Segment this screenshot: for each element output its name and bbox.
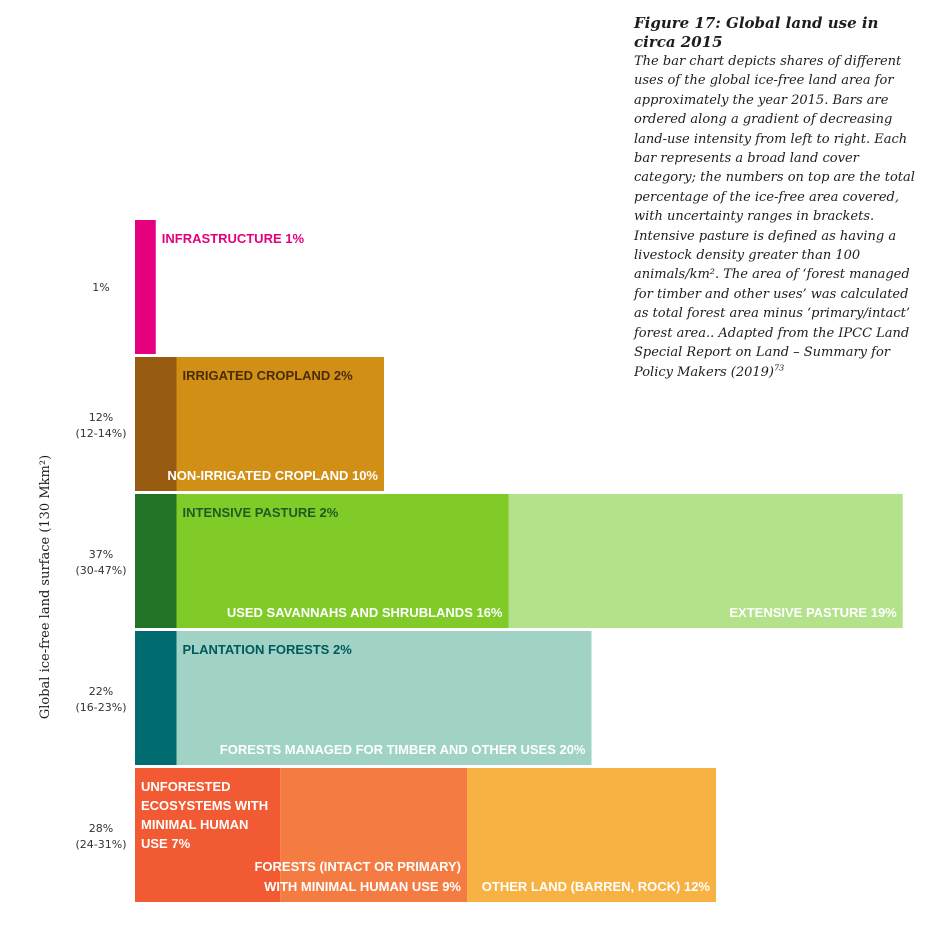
bar-segment xyxy=(135,631,177,765)
segment-label: UNFORESTED ECOSYSTEMS WITH MINIMAL HUMAN US… xyxy=(141,779,268,851)
row-total-label: 28% xyxy=(89,822,113,835)
bar-segment xyxy=(135,357,177,491)
caption-body: The bar chart depicts shares of differen… xyxy=(634,52,924,382)
segment-label: OTHER LAND (BARREN, ROCK) 12% xyxy=(482,879,711,894)
row-total-label: 12% xyxy=(89,411,113,424)
bar-segment xyxy=(176,357,384,491)
y-axis-title: Global ice-free land surface (130 Mkm²) xyxy=(38,455,53,719)
segment-label: NON-IRRIGATED CROPLAND 10% xyxy=(167,468,378,483)
caption-title: Figure 17: Global land use in circa 2015 xyxy=(634,14,879,51)
row-total-label: 22% xyxy=(89,685,113,698)
segment-label: IRRIGATED CROPLAND 2% xyxy=(183,368,354,383)
row-range-label: (30-47%) xyxy=(76,564,127,577)
segment-label: INFRASTRUCTURE 1% xyxy=(162,231,305,246)
segment-label: EXTENSIVE PASTURE 19% xyxy=(729,605,897,620)
segment-label: FORESTS MANAGED FOR TIMBER AND OTHER USE… xyxy=(220,742,586,757)
row-total-label: 37% xyxy=(89,548,113,561)
caption-text: The bar chart depicts shares of differen… xyxy=(634,54,915,380)
bar-segment xyxy=(467,768,716,902)
bar-segment xyxy=(135,768,281,902)
segment-label: INTENSIVE PASTURE 2% xyxy=(183,505,339,520)
caption-footnote: 73 xyxy=(774,363,785,373)
figure-caption: Figure 17: Global land use in circa 2015… xyxy=(634,14,924,382)
bar-segment xyxy=(135,494,177,628)
row-range-label: (12-14%) xyxy=(76,427,127,440)
bars-group: 1% INFRASTRUCTURE 1% 12% (12-14%) IRRIGATED … xyxy=(76,220,903,902)
row-total-label: 1% xyxy=(92,281,109,294)
bar-segment xyxy=(135,220,156,354)
row-range-label: (16-23%) xyxy=(76,701,127,714)
segment-label: USED SAVANNAHS AND SHRUBLANDS 16% xyxy=(227,605,503,620)
bar-segment xyxy=(176,631,592,765)
bar-segment xyxy=(508,494,903,628)
row-range-label: (24-31%) xyxy=(76,838,127,851)
segment-label: PLANTATION FORESTS 2% xyxy=(183,642,353,657)
bar-segment xyxy=(280,768,467,902)
segment-label: FORESTS (INTACT OR PRIMARY) WITH MINIMAL … xyxy=(254,859,461,894)
bar-segment xyxy=(176,494,509,628)
